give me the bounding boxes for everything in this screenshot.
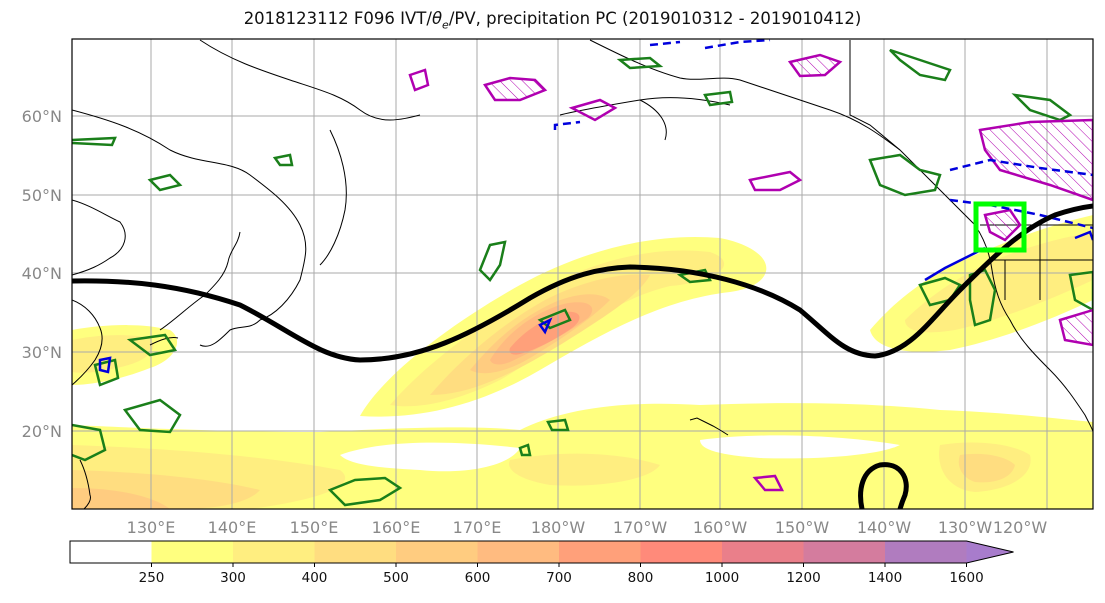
graticule (72, 39, 1093, 509)
colorbar-segment (151, 541, 234, 563)
colorbar-tick-label: 1000 (705, 570, 739, 586)
pv-closed-contour (858, 462, 909, 509)
pv-magenta-contours (408, 53, 1093, 492)
ivt-shading (72, 215, 1093, 509)
lat-label: 50°N (22, 186, 62, 205)
colorbar-tick-label: 1400 (868, 570, 902, 586)
target-region-box (973, 201, 1027, 253)
colorbar-tick-label: 1600 (949, 570, 983, 586)
lon-label: 130°W (938, 518, 993, 537)
longitude-labels: 130°E 140°E 150°E 160°E 170°E 180°W 170°… (127, 518, 1048, 537)
colorbar-segment (559, 541, 641, 563)
colorbar-extend-arrow (966, 541, 1014, 563)
colorbar-segment (803, 541, 886, 563)
colorbar-tick-label: 250 (139, 570, 165, 586)
lon-label: 130°E (127, 518, 176, 537)
ivt-se-400 (958, 453, 1015, 483)
lon-label: 160°W (693, 518, 748, 537)
theta-e-contours (72, 48, 1093, 507)
colorbar-segment (396, 541, 478, 563)
lon-label: 140°E (208, 518, 257, 537)
blue-contours (98, 39, 1093, 374)
colorbar-segment (722, 541, 804, 563)
lat-label: 40°N (22, 264, 62, 283)
colorbar-segment (70, 541, 152, 563)
colorbar-tick-label: 600 (465, 570, 491, 586)
lat-label: 30°N (22, 343, 62, 362)
lon-label: 180°W (531, 518, 586, 537)
lat-label: 20°N (22, 422, 62, 441)
colorbar-segment (640, 541, 723, 563)
colorbar-tick-label: 1200 (786, 570, 820, 586)
lon-label: 120°W (993, 518, 1048, 537)
lon-label: 170°W (613, 518, 668, 537)
pv-2pvu-contour (72, 203, 1093, 363)
lon-label: 170°E (453, 518, 502, 537)
map-frame (71, 38, 1094, 510)
colorbar-tick-label: 800 (628, 570, 654, 586)
lon-label: 150°E (290, 518, 339, 537)
colorbar-segment (477, 541, 560, 563)
colorbar: 250 300 400 500 600 700 800 1000 1200 1400 1600 (69, 540, 1014, 586)
ivt-s-500 (72, 488, 170, 509)
lon-label: 150°W (775, 518, 830, 537)
ivt-ne-300 (905, 232, 1093, 333)
lon-label: 140°W (857, 518, 912, 537)
colorbar-segment (233, 541, 315, 563)
colorbar-tick-label: 700 (546, 570, 572, 586)
colorbar-segment (314, 541, 397, 563)
colorbar-segment (885, 541, 967, 563)
latitude-labels: 60°N 50°N 40°N 30°N 20°N (22, 107, 62, 441)
ivt-mid-300 (509, 453, 660, 486)
colorbar-outline (69, 540, 1014, 564)
map-title: 2018123112 F096 IVT/θe/PV, precipitation… (243, 9, 862, 32)
lon-label: 160°E (372, 518, 421, 537)
lat-label: 60°N (22, 107, 62, 126)
colorbar-tick-label: 300 (220, 570, 246, 586)
colorbar-tick-label: 500 (383, 570, 409, 586)
colorbar-tick-label: 400 (302, 570, 328, 586)
